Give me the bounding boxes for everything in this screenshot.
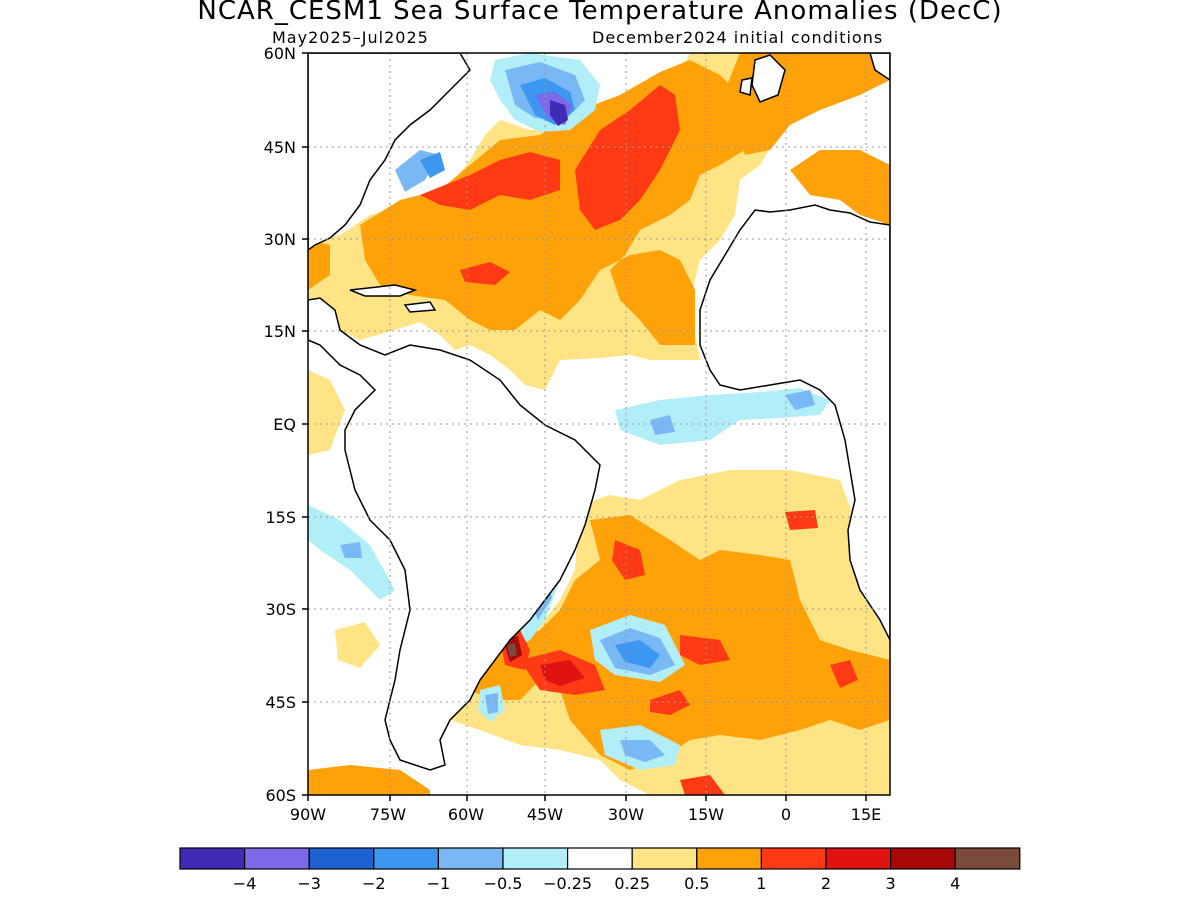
lat-label: 60N <box>264 44 296 63</box>
lat-label: EQ <box>273 415 296 434</box>
color-swatch <box>373 847 439 870</box>
lon-label: 15E <box>851 805 881 824</box>
graticule <box>308 53 890 795</box>
color-scale-tick-label: −2 <box>362 874 386 893</box>
lon-label: 30W <box>608 805 644 824</box>
color-swatch <box>502 847 569 870</box>
color-scale-tick-label: −4 <box>233 874 257 893</box>
color-swatch <box>954 847 1021 870</box>
color-scale-bar <box>179 847 1021 870</box>
color-scale-labels: −4 −3 −2 −1 −0.5 −0.25 0.25 0.5 1 2 3 4 <box>233 874 960 893</box>
color-swatch <box>308 847 375 870</box>
coastlines <box>308 53 890 771</box>
color-swatch <box>889 847 956 870</box>
color-swatch <box>244 847 310 870</box>
initial-conditions: December2024 initial conditions <box>592 28 884 47</box>
color-scale-tick-label: −0.25 <box>543 874 592 893</box>
color-scale-tick-label: 0.5 <box>684 874 709 893</box>
color-swatch <box>566 847 633 870</box>
color-scale-tick-label: 3 <box>886 874 896 893</box>
color-swatch <box>825 847 892 870</box>
color-scale-tick-label: 4 <box>950 874 960 893</box>
lon-label: 0 <box>781 805 791 824</box>
color-scale-tick-label: −3 <box>297 874 321 893</box>
lat-label: 30N <box>264 230 296 249</box>
color-swatch <box>437 847 504 870</box>
lat-label: 30S <box>265 600 296 619</box>
lat-label: 15S <box>265 508 296 527</box>
lon-label: 15W <box>688 805 724 824</box>
lon-label: 60W <box>448 805 484 824</box>
color-scale-tick-label: −1 <box>427 874 451 893</box>
lat-label: 45S <box>265 693 296 712</box>
lat-label: 15N <box>264 322 296 341</box>
color-swatch <box>179 847 246 870</box>
color-swatch <box>631 847 698 870</box>
color-scale-tick-label: 2 <box>821 874 831 893</box>
color-scale-tick-label: 0.25 <box>614 874 650 893</box>
lon-label: 75W <box>370 805 406 824</box>
lat-label: 45N <box>264 138 296 157</box>
color-scale-tick-label: −0.5 <box>484 874 523 893</box>
lon-label: 45W <box>527 805 563 824</box>
lat-label: 60S <box>265 786 296 805</box>
map-title: NCAR_CESM1 Sea Surface Temperature Anoma… <box>197 0 1003 26</box>
lon-label: 90W <box>290 805 326 824</box>
color-swatch <box>696 847 762 870</box>
color-scale-tick-label: 1 <box>756 874 766 893</box>
color-swatch <box>760 847 827 870</box>
forecast-period: May2025–Jul2025 <box>272 28 429 47</box>
